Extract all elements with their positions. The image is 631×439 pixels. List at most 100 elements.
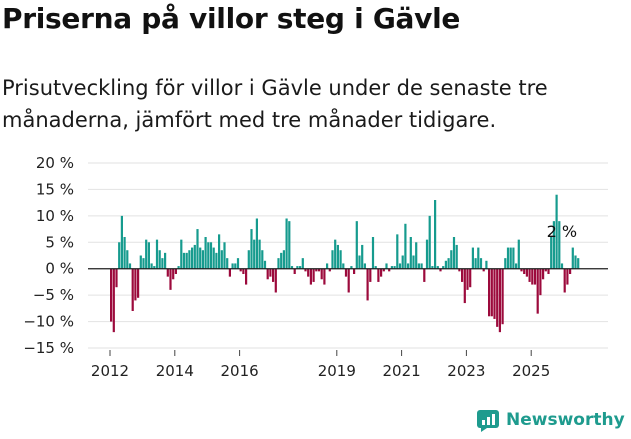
bar (569, 268, 572, 274)
bar (245, 268, 248, 285)
bar (164, 252, 167, 269)
bar (285, 218, 288, 269)
y-tick-label: −10 % (23, 313, 74, 331)
bar (315, 268, 318, 272)
bar (145, 239, 148, 269)
bar (479, 258, 483, 269)
bar (177, 266, 180, 269)
chart-subtitle: Prisutveckling för villor i Gävle under … (2, 76, 548, 132)
bar (528, 268, 531, 282)
bar (396, 234, 399, 269)
bar (180, 239, 183, 269)
bar (328, 268, 331, 272)
bar (234, 263, 237, 269)
bar (258, 239, 261, 269)
bar (282, 250, 285, 269)
bar (555, 194, 558, 269)
bar (158, 250, 161, 269)
bar (431, 266, 434, 269)
bar (228, 268, 231, 277)
bar (128, 263, 132, 269)
y-tick-label: 5 % (45, 233, 74, 251)
last-value-label: 2 % (547, 222, 577, 241)
bar (442, 266, 445, 269)
bar (382, 268, 385, 272)
bar (390, 266, 393, 269)
bar (266, 268, 269, 280)
bar (326, 263, 329, 269)
bar (563, 268, 566, 293)
bar (363, 263, 366, 269)
bar (155, 239, 159, 269)
bar (523, 268, 526, 274)
bar (536, 268, 539, 314)
bar (336, 244, 339, 269)
bar (466, 268, 469, 290)
bar (458, 268, 461, 272)
bar (571, 247, 574, 269)
x-tick-label: 2023 (447, 362, 485, 380)
bar (153, 266, 156, 269)
bar (415, 242, 418, 269)
bar (380, 268, 383, 277)
bar (515, 263, 518, 269)
bar (255, 218, 258, 269)
bar (517, 239, 520, 269)
bar (142, 258, 145, 269)
bar (560, 263, 564, 269)
y-tick-label: 0 % (45, 260, 74, 278)
bar (420, 263, 423, 269)
bar (147, 242, 150, 269)
bar (447, 258, 450, 269)
bar (412, 255, 415, 269)
bar (428, 215, 431, 269)
bar (293, 268, 296, 274)
bar (547, 268, 550, 274)
bar (436, 266, 439, 269)
bar (120, 215, 123, 269)
bar (209, 242, 213, 269)
x-tick-label: 2021 (383, 362, 421, 380)
bar (174, 268, 177, 274)
bar (207, 242, 210, 269)
bar (371, 237, 375, 269)
bar (558, 221, 561, 269)
bar (498, 268, 501, 333)
bar (277, 258, 280, 269)
y-tick-label: 10 % (36, 207, 74, 225)
bar (407, 263, 410, 269)
x-tick-label: 2025 (512, 362, 550, 380)
bar (347, 268, 350, 293)
bar (374, 266, 377, 269)
bar (290, 266, 294, 269)
bar (366, 268, 369, 301)
bar (398, 263, 402, 269)
bar (242, 268, 245, 274)
bar (463, 268, 466, 304)
bar (361, 244, 364, 269)
bar (550, 237, 553, 269)
bar (296, 266, 299, 269)
bar (280, 252, 283, 269)
x-tick-label: 2014 (156, 362, 194, 380)
bar (350, 266, 353, 269)
bar (261, 250, 264, 269)
bar (193, 244, 196, 269)
bar (531, 268, 534, 285)
bar (299, 266, 302, 269)
bar (488, 268, 491, 317)
brand: Newsworthy (476, 408, 625, 432)
bar (369, 268, 372, 282)
bar (115, 268, 118, 288)
bar (450, 250, 453, 269)
bar (185, 252, 188, 269)
bar (461, 268, 464, 282)
bar (226, 258, 229, 269)
bar (490, 268, 493, 317)
brand-name: Newsworthy (506, 410, 625, 430)
bar (272, 268, 275, 282)
bar (312, 268, 315, 282)
y-tick-label: 15 % (36, 180, 74, 198)
x-tick-label: 2016 (221, 362, 259, 380)
bar (358, 255, 361, 269)
